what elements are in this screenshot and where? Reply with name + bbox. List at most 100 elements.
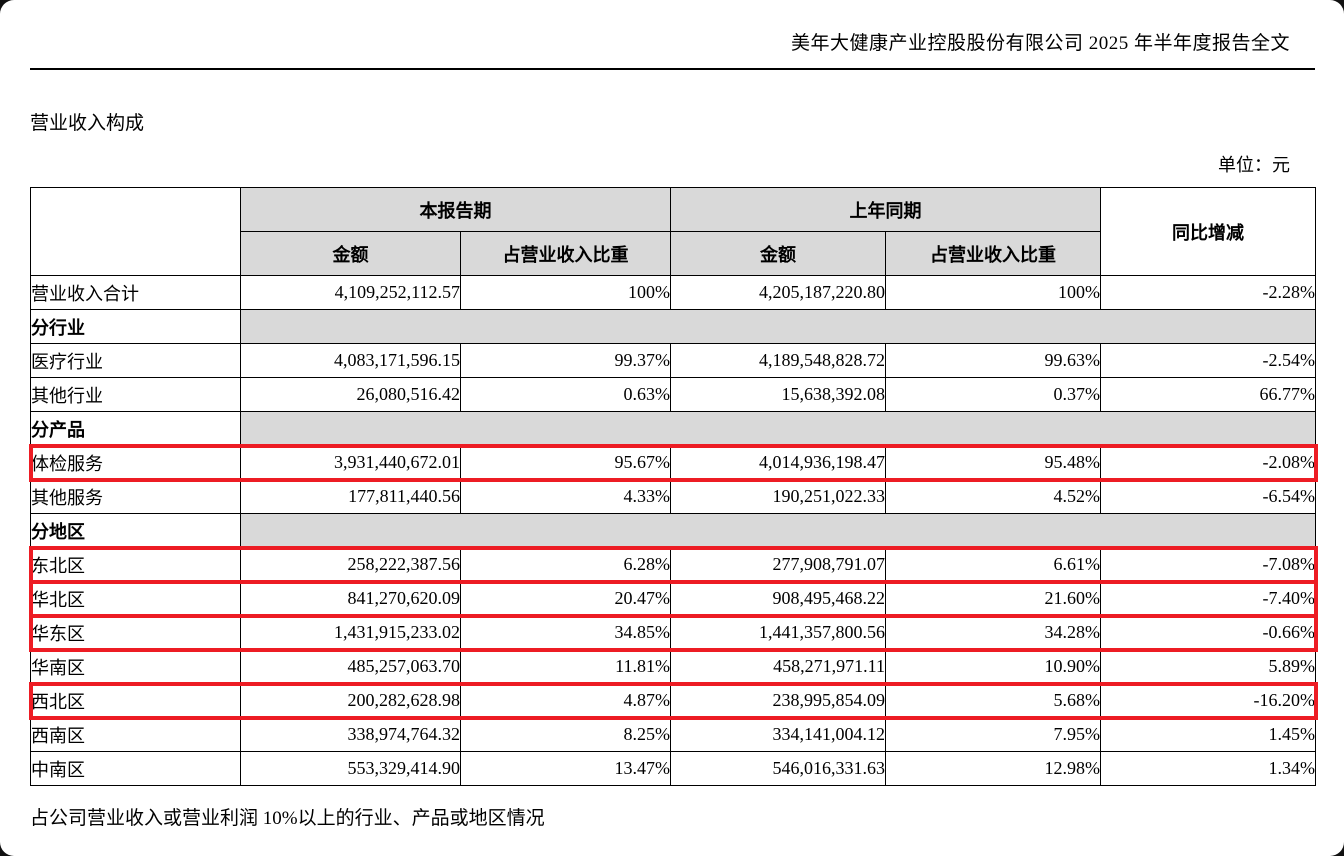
section-row-by-region: 分地区: [30, 513, 1316, 548]
col-header-current-pct: 占营业收入比重: [460, 231, 671, 276]
prior-amount-cell: 1,441,357,800.56: [670, 615, 886, 650]
prior-pct-cell: 34.28%: [885, 615, 1101, 650]
current-pct-cell: 6.28%: [460, 547, 671, 582]
prior-amount-cell: 277,908,791.07: [670, 547, 886, 582]
current-pct-cell: 99.37%: [460, 343, 671, 378]
current-pct-cell: 20.47%: [460, 581, 671, 616]
current-pct-cell: 11.81%: [460, 649, 671, 684]
prior-pct-cell: 95.48%: [885, 445, 1101, 480]
section-label: 分地区: [30, 513, 241, 548]
row-label: 西南区: [30, 717, 241, 752]
table-row-total-revenue: 营业收入合计 4,109,252,112.57 100% 4,205,187,2…: [30, 275, 1316, 310]
section-band: [240, 411, 1316, 446]
table-row-south: 华南区 485,257,063.70 11.81% 458,271,971.11…: [30, 649, 1316, 684]
current-pct-cell: 4.87%: [460, 683, 671, 718]
table-row-east-highlighted: 华东区 1,431,915,233.02 34.85% 1,441,357,80…: [28, 613, 1318, 652]
col-header-yoy-change: 同比增减: [1100, 187, 1316, 276]
current-pct-cell: 95.67%: [460, 445, 671, 480]
current-pct-cell: 34.85%: [460, 615, 671, 650]
prior-pct-cell: 5.68%: [885, 683, 1101, 718]
row-label: 其他行业: [30, 377, 241, 412]
table-row-other-industry: 其他行业 26,080,516.42 0.63% 15,638,392.08 0…: [30, 377, 1316, 412]
section-title: 营业收入构成: [30, 113, 145, 134]
current-amount-cell: 4,083,171,596.15: [240, 343, 461, 378]
row-label: 营业收入合计: [30, 275, 241, 310]
section-label: 分产品: [30, 411, 241, 446]
prior-amount-cell: 4,189,548,828.72: [670, 343, 886, 378]
table-row-northwest-highlighted: 西北区 200,282,628.98 4.87% 238,995,854.09 …: [28, 681, 1318, 720]
current-amount-cell: 841,270,620.09: [240, 581, 461, 616]
current-amount-cell: 200,282,628.98: [240, 683, 461, 718]
table-row-southwest: 西南区 338,974,764.32 8.25% 334,141,004.12 …: [30, 717, 1316, 752]
yoy-cell: 5.89%: [1100, 649, 1316, 684]
section-label: 分行业: [30, 309, 241, 344]
current-amount-cell: 4,109,252,112.57: [240, 275, 461, 310]
current-amount-cell: 3,931,440,672.01: [240, 445, 461, 480]
current-amount-cell: 1,431,915,233.02: [240, 615, 461, 650]
prior-amount-cell: 4,205,187,220.80: [670, 275, 886, 310]
row-label: 其他服务: [30, 479, 241, 514]
current-pct-cell: 100%: [460, 275, 671, 310]
current-amount-cell: 485,257,063.70: [240, 649, 461, 684]
table-row-other-services: 其他服务 177,811,440.56 4.33% 190,251,022.33…: [30, 479, 1316, 514]
table-row-medical-industry: 医疗行业 4,083,171,596.15 99.37% 4,189,548,8…: [30, 343, 1316, 378]
current-amount-cell: 177,811,440.56: [240, 479, 461, 514]
row-label: 东北区: [30, 547, 241, 582]
prior-pct-cell: 0.37%: [885, 377, 1101, 412]
prior-pct-cell: 100%: [885, 275, 1101, 310]
col-header-prior-pct: 占营业收入比重: [885, 231, 1101, 276]
section-band: [240, 309, 1316, 344]
prior-amount-cell: 334,141,004.12: [670, 717, 886, 752]
prior-amount-cell: 15,638,392.08: [670, 377, 886, 412]
prior-amount-cell: 908,495,468.22: [670, 581, 886, 616]
table-row-checkup-services-highlighted: 体检服务 3,931,440,672.01 95.67% 4,014,936,1…: [28, 443, 1318, 482]
header-divider: [30, 68, 1315, 70]
row-label: 华东区: [30, 615, 241, 650]
row-label: 中南区: [30, 751, 241, 786]
current-pct-cell: 13.47%: [460, 751, 671, 786]
prior-pct-cell: 7.95%: [885, 717, 1101, 752]
current-amount-cell: 553,329,414.90: [240, 751, 461, 786]
yoy-cell: -7.08%: [1100, 547, 1316, 582]
footer-note: 占公司营业收入或营业利润 10%以上的行业、产品或地区情况: [30, 808, 545, 829]
prior-amount-cell: 4,014,936,198.47: [670, 445, 886, 480]
table-header-row-1: 本报告期 上年同期 同比增减: [30, 187, 1316, 276]
prior-amount-cell: 238,995,854.09: [670, 683, 886, 718]
yoy-cell: 1.45%: [1100, 717, 1316, 752]
doc-title: 美年大健康产业控股股份有限公司 2025 年半年度报告全文: [790, 33, 1290, 54]
section-row-by-product: 分产品: [30, 411, 1316, 446]
prior-pct-cell: 21.60%: [885, 581, 1101, 616]
table-header-row-2: 金额 占营业收入比重 金额 占营业收入比重: [31, 231, 1316, 276]
revenue-composition-table: 本报告期 上年同期 同比增减 金额 占营业收入比重 金额 占营业收入比重 营业收…: [28, 187, 1318, 786]
current-amount-cell: 258,222,387.56: [240, 547, 461, 582]
current-amount-cell: 338,974,764.32: [240, 717, 461, 752]
col-header-current-period: 本报告期: [240, 187, 671, 232]
yoy-cell: 1.34%: [1100, 751, 1316, 786]
row-label: 西北区: [30, 683, 241, 718]
unit-label: 单位：元: [1218, 155, 1290, 175]
row-label: 医疗行业: [30, 343, 241, 378]
current-amount-cell: 26,080,516.42: [240, 377, 461, 412]
col-header-prior-amount: 金额: [670, 231, 886, 276]
section-band: [240, 513, 1316, 548]
yoy-cell: -2.28%: [1100, 275, 1316, 310]
prior-amount-cell: 190,251,022.33: [670, 479, 886, 514]
blank-corner-cell: [30, 187, 241, 276]
current-pct-cell: 8.25%: [460, 717, 671, 752]
col-header-current-amount: 金额: [240, 231, 461, 276]
row-label: 体检服务: [30, 445, 241, 480]
prior-pct-cell: 12.98%: [885, 751, 1101, 786]
prior-pct-cell: 4.52%: [885, 479, 1101, 514]
table-row-northeast-highlighted: 东北区 258,222,387.56 6.28% 277,908,791.07 …: [28, 545, 1318, 584]
yoy-cell: -2.54%: [1100, 343, 1316, 378]
prior-pct-cell: 6.61%: [885, 547, 1101, 582]
table-row-north-highlighted: 华北区 841,270,620.09 20.47% 908,495,468.22…: [28, 579, 1318, 618]
yoy-cell: 66.77%: [1100, 377, 1316, 412]
yoy-cell: -7.40%: [1100, 581, 1316, 616]
prior-pct-cell: 99.63%: [885, 343, 1101, 378]
col-header-prior-period: 上年同期: [670, 187, 1101, 232]
row-label: 华南区: [30, 649, 241, 684]
prior-pct-cell: 10.90%: [885, 649, 1101, 684]
row-label: 华北区: [30, 581, 241, 616]
